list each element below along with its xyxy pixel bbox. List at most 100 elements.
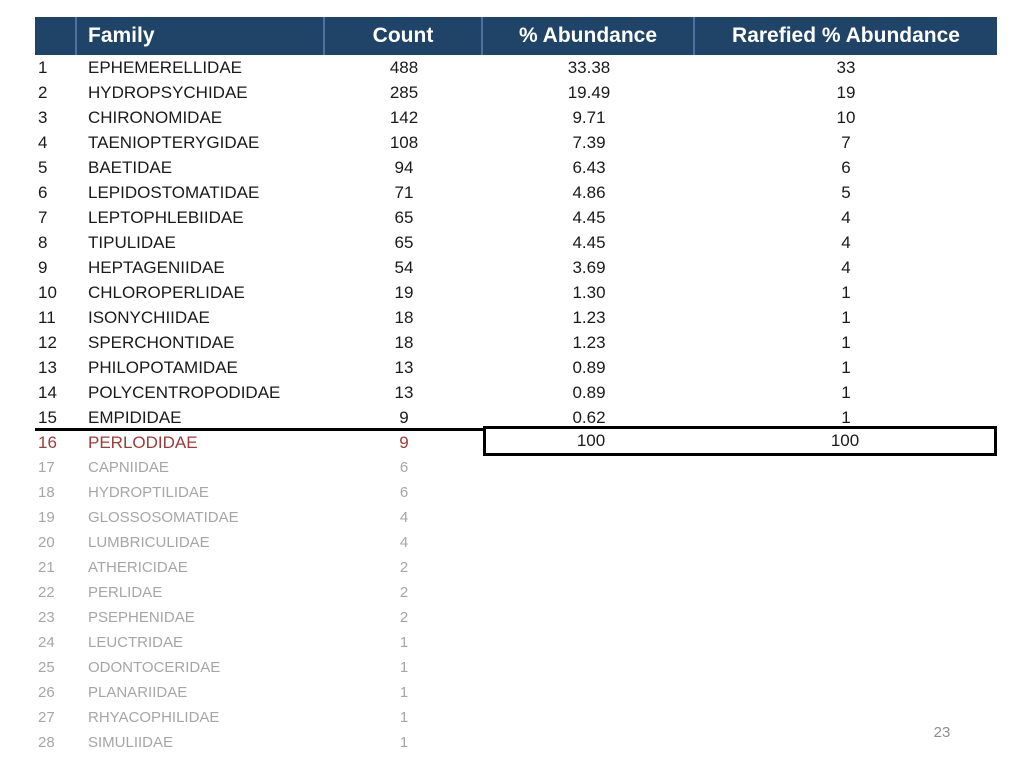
- family-cell: LUMBRICULIDAE: [88, 534, 210, 551]
- rank-cell: 17: [38, 459, 55, 476]
- pct-abundance-cell: 33.38: [567, 57, 611, 77]
- count-cell: 6: [399, 484, 409, 501]
- count-cell: 1: [399, 684, 409, 701]
- family-cell: SIMULIIDAE: [88, 734, 174, 751]
- pct-abundance-cell: 1.23: [572, 332, 606, 352]
- table-row: 16 PERLODIDAE 9: [35, 430, 997, 455]
- table-row: 20 LUMBRICULIDAE 4: [35, 530, 997, 555]
- rank-cell: 6: [38, 182, 48, 202]
- count-cell: 13: [394, 382, 414, 402]
- table-row: 27 RHYACOPHILIDAE 1: [35, 705, 997, 730]
- rarefied-cell: 4: [841, 232, 851, 252]
- count-cell: 18: [394, 307, 414, 327]
- rank-cell: 27: [38, 709, 55, 726]
- pct-abundance-cell: 1.30: [572, 282, 606, 302]
- family-cell: TAENIOPTERYGIDAE: [88, 132, 260, 152]
- table-row: 8 TIPULIDAE 65 4.45 4: [35, 230, 997, 255]
- family-cell: LEPTOPHLEBIIDAE: [88, 207, 244, 227]
- rank-cell: 21: [38, 559, 55, 576]
- rarefied-cell: 6: [841, 157, 851, 177]
- table-header-row: Family Count % Abundance Rarefied % Abun…: [35, 17, 997, 55]
- rank-cell: 18: [38, 484, 55, 501]
- totals-box: 100 100: [483, 426, 997, 456]
- table-row: 4 TAENIOPTERYGIDAE 108 7.39 7: [35, 130, 997, 155]
- family-cell: RHYACOPHILIDAE: [88, 709, 220, 726]
- table-row: 21 ATHERICIDAE 2: [35, 555, 997, 580]
- count-cell: 2: [399, 609, 409, 626]
- rank-cell: 19: [38, 509, 55, 526]
- cutoff-line: [35, 428, 485, 431]
- table-row: 7 LEPTOPHLEBIIDAE 65 4.45 4: [35, 205, 997, 230]
- pct-abundance-cell: 0.89: [572, 357, 606, 377]
- table-row: 23 PSEPHENIDAE 2: [35, 605, 997, 630]
- rank-cell: 28: [38, 734, 55, 751]
- table-row: 25 ODONTOCERIDAE 1: [35, 655, 997, 680]
- rank-cell: 16: [38, 432, 57, 452]
- count-cell: 65: [394, 232, 414, 252]
- family-cell: PLANARIIDAE: [88, 684, 188, 701]
- rank-cell: 12: [38, 332, 57, 352]
- count-cell: 1: [399, 659, 409, 676]
- count-cell: 1: [399, 634, 409, 651]
- family-cell: PSEPHENIDAE: [88, 609, 195, 626]
- rank-cell: 26: [38, 684, 55, 701]
- count-cell: 71: [394, 182, 414, 202]
- rank-cell: 7: [38, 207, 48, 227]
- rarefied-cell: 1: [841, 382, 851, 402]
- pct-abundance-cell: 6.43: [572, 157, 606, 177]
- pct-abundance-cell: 0.62: [572, 407, 606, 427]
- pct-abundance-cell: 1.23: [572, 307, 606, 327]
- table-row: 15 EMPIDIDAE 9 0.62 1: [35, 405, 997, 430]
- rank-cell: 11: [38, 307, 56, 327]
- family-cell: TIPULIDAE: [88, 232, 176, 252]
- rank-cell: 1: [38, 57, 48, 77]
- page-number: 23: [933, 724, 951, 741]
- table-body: 1 EPHEMERELLIDAE 488 33.38 33 2 HYDROPSY…: [35, 55, 997, 755]
- header-count: Count: [325, 17, 483, 55]
- family-cell: GLOSSOSOMATIDAE: [88, 509, 239, 526]
- count-cell: 142: [389, 107, 419, 127]
- count-cell: 1: [399, 709, 409, 726]
- family-cell: SPERCHONTIDAE: [88, 332, 235, 352]
- family-cell: ODONTOCERIDAE: [88, 659, 221, 676]
- table-row: 13 PHILOPOTAMIDAE 13 0.89 1: [35, 355, 997, 380]
- pct-abundance-cell: 3.69: [572, 257, 606, 277]
- pct-abundance-cell: 4.86: [572, 182, 606, 202]
- pct-abundance-cell: 4.45: [572, 232, 606, 252]
- abundance-table: Family Count % Abundance Rarefied % Abun…: [35, 17, 997, 755]
- header-family: Family: [77, 17, 325, 55]
- rarefied-cell: 7: [841, 132, 851, 152]
- count-cell: 4: [399, 509, 409, 526]
- family-cell: HYDROPSYCHIDAE: [88, 82, 248, 102]
- pct-abundance-cell: 0.89: [572, 382, 606, 402]
- table-row: 5 BAETIDAE 94 6.43 6: [35, 155, 997, 180]
- header-rarefied-abundance: Rarefied % Abundance: [732, 24, 960, 47]
- rarefied-cell: 1: [841, 282, 851, 302]
- rarefied-cell: 4: [841, 257, 851, 277]
- table-row: 6 LEPIDOSTOMATIDAE 71 4.86 5: [35, 180, 997, 205]
- count-cell: 54: [394, 257, 414, 277]
- count-cell: 13: [394, 357, 414, 377]
- family-cell: PERLODIDAE: [88, 432, 198, 452]
- family-cell: LEPIDOSTOMATIDAE: [88, 182, 260, 202]
- rarefied-cell: 5: [841, 182, 851, 202]
- family-cell: CHIRONOMIDAE: [88, 107, 223, 127]
- rank-cell: 23: [38, 609, 55, 626]
- count-cell: 2: [399, 584, 409, 601]
- family-cell: ISONYCHIIDAE: [88, 307, 210, 327]
- rarefied-cell: 1: [841, 332, 851, 352]
- rarefied-cell: 1: [841, 357, 851, 377]
- count-cell: 4: [399, 534, 409, 551]
- rank-cell: 14: [38, 382, 57, 402]
- family-cell: ATHERICIDAE: [88, 559, 188, 576]
- count-cell: 94: [394, 157, 414, 177]
- pct-abundance-cell: 9.71: [572, 107, 606, 127]
- rarefied-cell: 4: [841, 207, 851, 227]
- family-cell: POLYCENTROPODIDAE: [88, 382, 281, 402]
- count-cell: 9: [399, 407, 409, 427]
- table-row: 12 SPERCHONTIDAE 18 1.23 1: [35, 330, 997, 355]
- pct-abundance-cell: 4.45: [572, 207, 606, 227]
- rarefied-cell: 19: [836, 82, 856, 102]
- family-cell: EPHEMERELLIDAE: [88, 57, 242, 77]
